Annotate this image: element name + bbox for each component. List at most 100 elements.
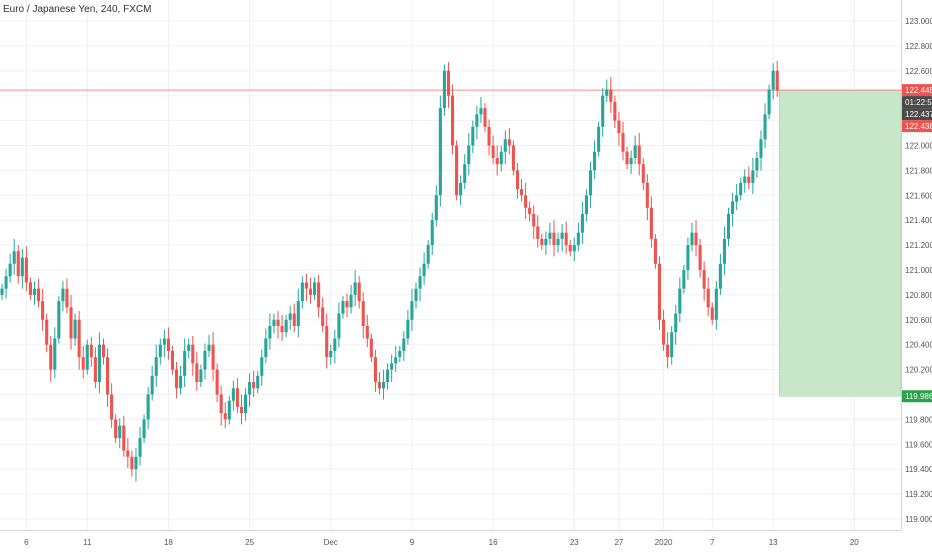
candle-body (61, 288, 65, 302)
candle-body (162, 338, 166, 345)
candle-body (394, 357, 398, 364)
candle-body (511, 145, 515, 171)
candle-body (150, 375, 154, 395)
candle-body (296, 301, 300, 327)
candle-body (698, 245, 702, 270)
candle-body (414, 288, 418, 302)
candle-body (118, 425, 122, 439)
candle-body (641, 164, 645, 183)
candle-body (398, 350, 402, 358)
candle-body (747, 176, 751, 183)
stop-price-tag: 122.438 (905, 122, 932, 131)
candle-body (552, 232, 556, 246)
candle-body (662, 319, 666, 345)
candle-body (548, 232, 552, 239)
x-tick-label: 16 (489, 538, 498, 547)
candle-body (763, 114, 767, 140)
candle-body (260, 357, 264, 376)
candle-body (666, 344, 670, 358)
candle-body (722, 238, 726, 264)
stop-price-tag-bg (902, 120, 932, 133)
candle-body (471, 126, 475, 146)
candle-body (126, 450, 130, 457)
y-tick-label: 122.000 (905, 142, 932, 151)
candle-body (114, 419, 118, 439)
candle-body (231, 388, 235, 401)
candle-body (134, 456, 138, 470)
candle-body (308, 288, 313, 295)
candle-body (735, 195, 739, 202)
countdown-tag-bg (902, 96, 932, 109)
current-price-tag: 122.437 (905, 110, 932, 119)
candle-body (406, 319, 410, 339)
candle-body (122, 425, 126, 451)
candle-body (670, 332, 674, 358)
candle-body (53, 338, 57, 370)
candle-body (357, 282, 361, 302)
candle-body (605, 89, 609, 96)
candle-body (280, 326, 284, 333)
candle-body (183, 350, 187, 376)
candle-body (568, 245, 572, 252)
candle-body (682, 270, 686, 289)
candle-body (24, 257, 28, 283)
candle-body (77, 319, 81, 358)
candle-body (580, 213, 584, 233)
x-tick-label: 6 (24, 538, 29, 547)
candle-body (755, 157, 759, 171)
y-tick-label: 120.400 (905, 341, 932, 350)
candle-body (455, 145, 459, 196)
candle-body (771, 70, 775, 90)
candle-body (637, 145, 641, 165)
x-tick-label: 9 (410, 538, 415, 547)
candle-body (142, 419, 146, 439)
candle-body (491, 145, 495, 158)
candle-body (390, 363, 394, 370)
candle-body (373, 357, 377, 383)
candle-body (268, 326, 272, 339)
candle-body (8, 263, 12, 277)
position-profit-zone[interactable] (778, 89, 902, 397)
chart-title: Euro / Japanese Yen, 240, FXCM (3, 4, 152, 15)
candle-body (219, 394, 223, 414)
candle-body (106, 357, 110, 395)
candle-body (69, 307, 73, 339)
candle-body (146, 394, 150, 420)
candle-body (57, 301, 61, 339)
candle-body (20, 257, 24, 277)
candle-body (499, 151, 503, 165)
candle-body (617, 120, 621, 134)
candle-body (487, 126, 491, 146)
candle-body (519, 189, 524, 196)
candle-body (402, 338, 406, 351)
candle-body (702, 270, 706, 289)
candle-body (377, 382, 382, 389)
x-tick-label: 27 (614, 538, 623, 547)
candle-body (361, 301, 365, 327)
candle-body (426, 245, 430, 264)
y-tick-label: 119.800 (905, 415, 932, 424)
candle-body (483, 108, 487, 127)
candle-body (588, 170, 593, 196)
candle-body (731, 201, 735, 214)
x-tick-label: 18 (164, 538, 173, 547)
candle-body (686, 245, 690, 270)
candle-body (12, 251, 16, 264)
candle-body (235, 388, 239, 407)
y-tick-label: 121.600 (905, 191, 932, 200)
target-price-tag: 119.986 (905, 392, 932, 401)
candle-body (28, 282, 32, 295)
candle-body (321, 307, 325, 327)
y-tick-label: 121.400 (905, 216, 932, 225)
candle-body (556, 238, 560, 246)
candle-body (349, 294, 353, 308)
x-tick-label: Dec (324, 538, 338, 547)
candle-body (85, 344, 89, 370)
candle-body (187, 344, 191, 351)
candle-body (434, 195, 438, 221)
candle-body (276, 319, 280, 327)
candle-body (540, 238, 544, 246)
y-tick-label: 119.200 (905, 490, 932, 499)
candle-body (442, 70, 446, 109)
